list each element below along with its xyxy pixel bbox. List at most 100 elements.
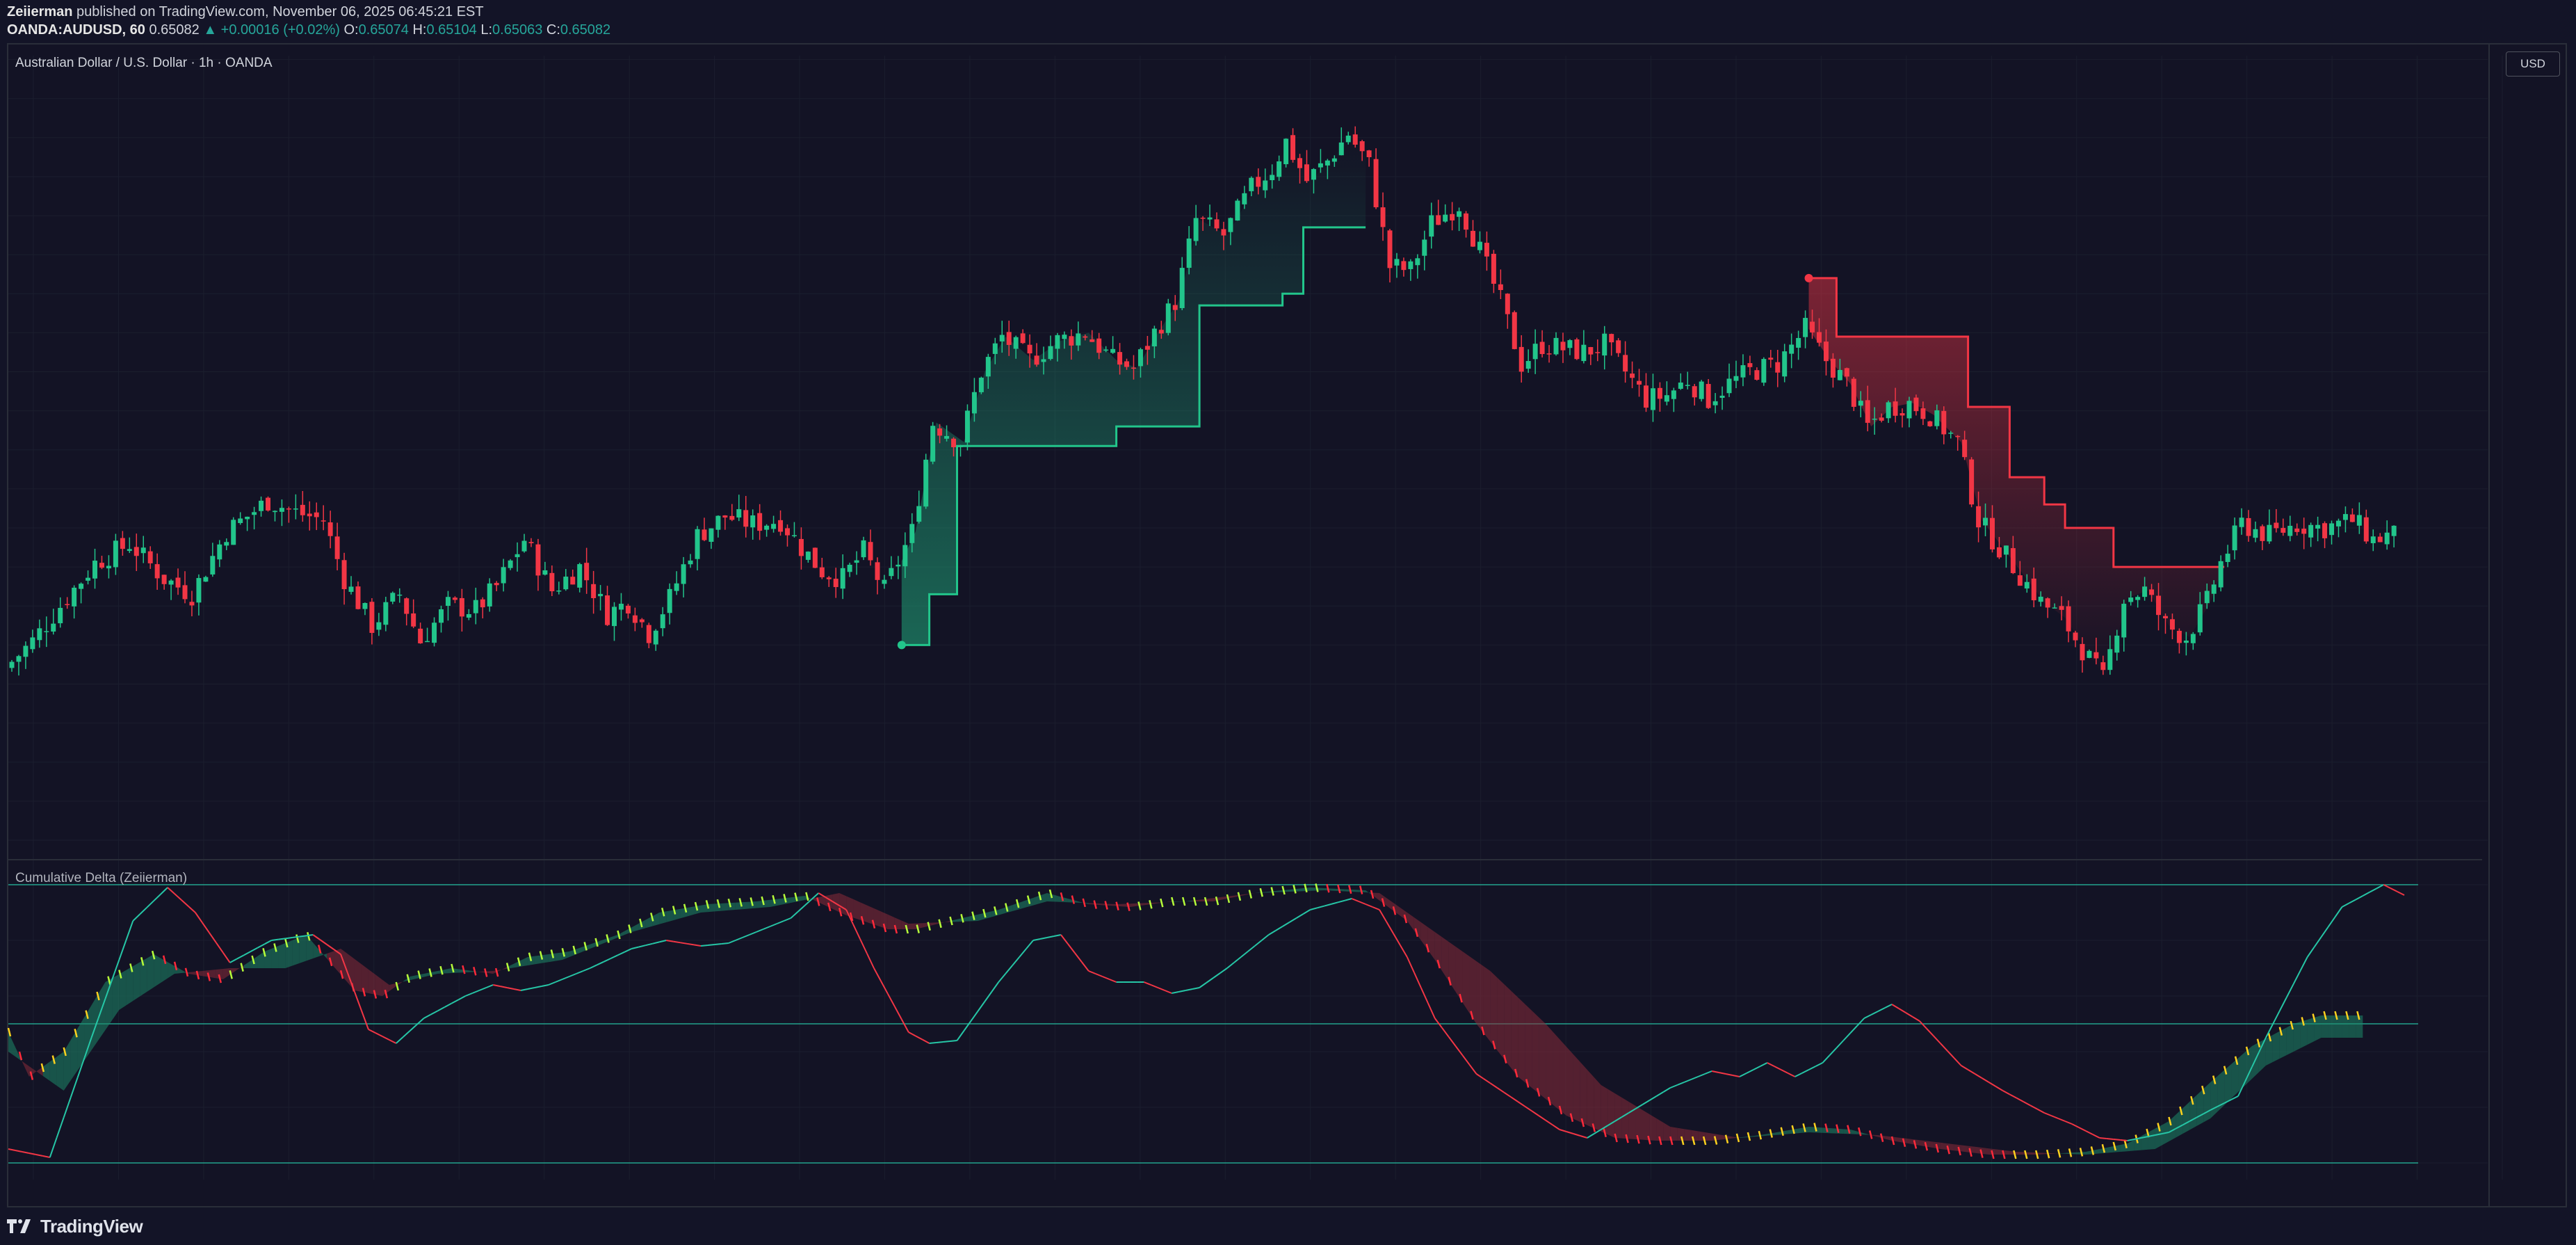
bear-candle bbox=[591, 584, 597, 599]
bull-candle bbox=[889, 568, 894, 577]
delta-hatch bbox=[1890, 1136, 1895, 1146]
delta-band-bull bbox=[2265, 1035, 2273, 1066]
bull-candle bbox=[805, 552, 811, 560]
bull-candle bbox=[1796, 337, 1801, 348]
oscillator-segment bbox=[1642, 1100, 1650, 1105]
oscillator-segment bbox=[1088, 970, 1096, 974]
bull-candle bbox=[1671, 390, 1676, 399]
delta-band-bear bbox=[818, 896, 826, 906]
delta-hatch bbox=[2024, 1150, 2028, 1159]
delta-band-bear bbox=[1525, 1004, 1532, 1088]
bull-candle bbox=[896, 564, 901, 567]
indicator-pane[interactable] bbox=[7, 883, 2418, 1164]
oscillator-segment bbox=[437, 1006, 445, 1012]
delta-hatch bbox=[1824, 1123, 1829, 1132]
delta-hatch bbox=[262, 948, 266, 957]
oscillator-segment bbox=[2237, 1081, 2246, 1097]
bear-trail-line bbox=[1808, 277, 2225, 568]
indicator-pane-title[interactable]: Cumulative Delta (Zeiierman) bbox=[15, 871, 187, 885]
bear-candle bbox=[314, 512, 319, 517]
oscillator-segment bbox=[825, 897, 833, 902]
delta-band-bull bbox=[161, 958, 168, 983]
oscillator-segment bbox=[49, 1137, 58, 1158]
bear-candle bbox=[1491, 253, 1496, 284]
oscillator-segment bbox=[333, 949, 341, 955]
oscillator-segment bbox=[492, 984, 501, 987]
bull-candle bbox=[196, 578, 202, 603]
delta-band-bull bbox=[2182, 1102, 2190, 1134]
oscillator-segment bbox=[104, 979, 113, 999]
oscillator-segment bbox=[56, 1117, 65, 1138]
oscillator-segment bbox=[714, 943, 722, 945]
oscillator-segment bbox=[728, 940, 736, 944]
delta-band-bull bbox=[1081, 902, 1089, 904]
price-pane[interactable] bbox=[9, 126, 2397, 680]
bull-candle bbox=[1761, 359, 1767, 383]
bull-candle bbox=[2356, 515, 2362, 526]
oscillator-segment bbox=[631, 946, 639, 949]
bull-candle bbox=[1179, 268, 1185, 308]
delta-band-bear bbox=[1413, 917, 1421, 940]
tradingview-logo[interactable]: TradingView bbox=[7, 1215, 143, 1237]
currency-button[interactable]: USD bbox=[2506, 51, 2560, 77]
oscillator-segment bbox=[2168, 1127, 2176, 1133]
bear-candle bbox=[833, 579, 839, 588]
bear-candle bbox=[161, 575, 167, 584]
delta-band-bear bbox=[2016, 1152, 2024, 1155]
bull-candle bbox=[1650, 388, 1655, 410]
delta-hatch bbox=[893, 924, 898, 934]
delta-band-bear bbox=[1940, 1142, 1947, 1150]
oscillator-segment bbox=[1940, 1043, 1948, 1052]
delta-hatch bbox=[2123, 1139, 2128, 1149]
oscillator-segment bbox=[1039, 937, 1048, 940]
bear-candle bbox=[605, 595, 610, 625]
bear-candle bbox=[2010, 548, 2016, 573]
bull-candle bbox=[23, 645, 29, 657]
oscillator-segment bbox=[139, 907, 147, 915]
bull-candle bbox=[2335, 520, 2341, 527]
oscillator-segment bbox=[1961, 1065, 1969, 1070]
bear-candle bbox=[1200, 218, 1206, 219]
bull-candle bbox=[1235, 200, 1240, 221]
delta-hatch bbox=[683, 903, 688, 913]
bear-candle bbox=[2093, 652, 2099, 659]
oscillator-segment bbox=[583, 967, 590, 972]
oscillator-segment bbox=[1829, 1047, 1838, 1057]
oscillator-segment bbox=[2030, 1105, 2038, 1110]
bull-candle bbox=[1345, 136, 1351, 143]
bear-candle bbox=[286, 508, 291, 510]
oscillator-segment bbox=[35, 1154, 43, 1157]
bull-candle bbox=[1242, 193, 1247, 204]
author-name[interactable]: Zeiierman bbox=[7, 4, 73, 19]
oscillator-segment bbox=[756, 929, 763, 933]
delta-band-bear bbox=[1497, 977, 1505, 1059]
bull-candle bbox=[2308, 524, 2314, 538]
delta-band-bull bbox=[1850, 1130, 1858, 1134]
bull-candle bbox=[1685, 385, 1690, 386]
bull-candle bbox=[923, 459, 929, 507]
oscillator-segment bbox=[2023, 1101, 2031, 1107]
delta-hatch bbox=[29, 1071, 34, 1080]
bull-candle bbox=[44, 631, 49, 632]
delta-hatch bbox=[1658, 1136, 1662, 1146]
delta-band-bull bbox=[63, 1040, 71, 1091]
bull-candle bbox=[1076, 333, 1081, 346]
published-text: published on TradingView.com, November 0… bbox=[76, 4, 484, 19]
oscillator-segment bbox=[160, 887, 168, 895]
bull-candle bbox=[2024, 581, 2030, 589]
delta-hatch bbox=[1558, 1105, 1563, 1115]
delta-hatch bbox=[1160, 898, 1164, 908]
oscillator-segment bbox=[347, 972, 355, 993]
delta-band-bear bbox=[1691, 1130, 1699, 1141]
bull-candle bbox=[72, 587, 77, 607]
oscillator-segment bbox=[1788, 1073, 1796, 1077]
bear-candle bbox=[404, 598, 410, 614]
delta-band-bear bbox=[1420, 922, 1428, 950]
delta-band-bear bbox=[1656, 1118, 1664, 1141]
delta-hatch bbox=[1536, 1088, 1541, 1097]
bull-candle bbox=[1165, 303, 1171, 333]
oscillator-segment bbox=[1012, 956, 1020, 966]
oscillator-segment bbox=[1676, 1082, 1685, 1086]
bull-candle bbox=[854, 560, 859, 563]
